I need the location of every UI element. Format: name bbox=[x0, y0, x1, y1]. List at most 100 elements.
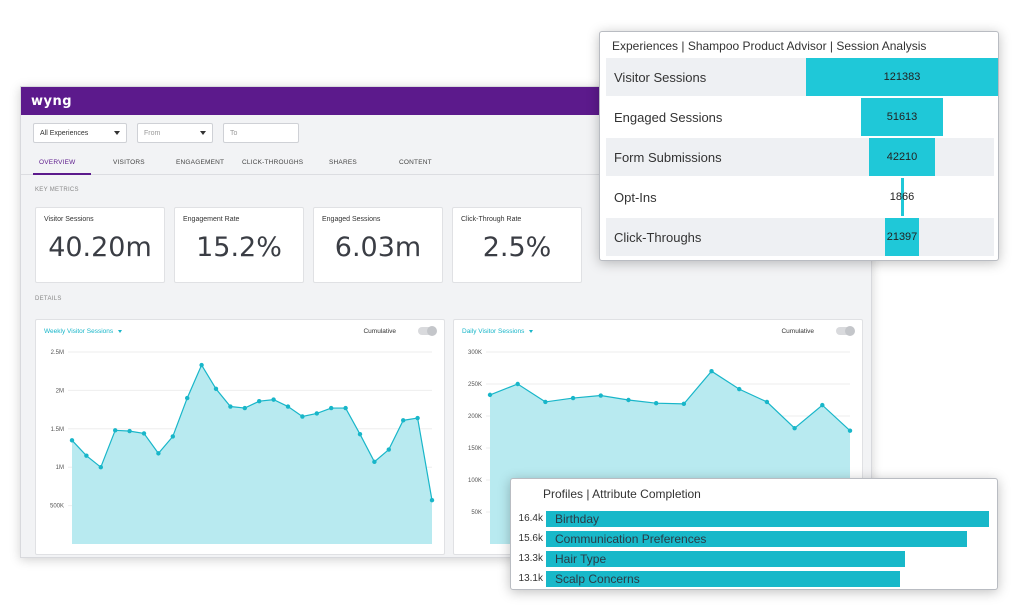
funnel-bar bbox=[885, 218, 919, 256]
row-value: 16.4k bbox=[518, 513, 543, 524]
data-point bbox=[343, 405, 348, 411]
chevron-down-icon bbox=[529, 329, 534, 333]
chart-title-text: Weekly Visitor Sessions bbox=[44, 328, 114, 335]
cumulative-label: Cumulative bbox=[363, 328, 396, 335]
row-value: 51613 bbox=[886, 111, 918, 123]
row-value: 15.6k bbox=[518, 533, 543, 544]
metric-title: Visitor Sessions bbox=[44, 216, 94, 223]
row-label: Click-Throughs bbox=[614, 230, 702, 245]
profile-attribute-row: 15.6k Communication Preferences bbox=[511, 531, 997, 547]
series-line bbox=[489, 370, 851, 432]
data-point bbox=[156, 451, 161, 456]
tab-shares[interactable]: SHARES bbox=[329, 159, 357, 166]
row-label: Hair Type bbox=[555, 552, 607, 566]
row-value: 21397 bbox=[886, 231, 918, 243]
cumulative-toggle[interactable] bbox=[836, 326, 855, 336]
y-tick-label: 2M bbox=[56, 388, 64, 394]
to-date-input[interactable]: To bbox=[223, 123, 299, 143]
row-label: Birthday bbox=[555, 512, 600, 526]
data-point bbox=[199, 362, 204, 368]
toggle-knob bbox=[427, 326, 437, 336]
metric-card: Engagement Rate 15.2% bbox=[174, 207, 304, 283]
session-analysis-title: Experiences | Shampoo Product Advisor | … bbox=[612, 39, 927, 53]
data-point bbox=[487, 392, 493, 398]
session-analysis-row: Opt-Ins 1866 bbox=[606, 178, 994, 216]
data-point bbox=[709, 369, 714, 374]
cumulative-label: Cumulative bbox=[781, 328, 814, 335]
chart-title-dropdown[interactable]: Weekly Visitor Sessions bbox=[44, 328, 123, 335]
tab-visitors[interactable]: VISITORS bbox=[113, 159, 145, 166]
data-point bbox=[737, 386, 742, 392]
data-point bbox=[300, 414, 305, 419]
completion-bar bbox=[546, 551, 906, 567]
data-point bbox=[185, 395, 190, 401]
toggle-knob bbox=[845, 326, 855, 336]
area-fill bbox=[72, 365, 432, 544]
data-point bbox=[386, 447, 391, 452]
data-point bbox=[653, 401, 659, 406]
completion-bar bbox=[546, 531, 968, 547]
y-tick-label: 2.5M bbox=[51, 350, 64, 356]
tab-overview[interactable]: OVERVIEW bbox=[39, 159, 76, 166]
metric-card: Click-Through Rate 2.5% bbox=[452, 207, 582, 283]
metric-card: Engaged Sessions 6.03m bbox=[313, 207, 443, 283]
funnel-bar bbox=[868, 138, 936, 176]
data-point bbox=[127, 428, 132, 434]
tab-click-throughs[interactable]: CLICK-THROUGHS bbox=[242, 159, 304, 166]
data-point bbox=[792, 425, 797, 431]
data-point bbox=[271, 397, 276, 402]
row-value: 13.1k bbox=[518, 573, 543, 584]
metric-value: 15.2% bbox=[196, 232, 282, 263]
session-analysis-row: Visitor Sessions 121383 bbox=[606, 58, 998, 96]
y-tick-label: 100K bbox=[468, 478, 482, 484]
data-point bbox=[598, 393, 603, 398]
data-point bbox=[69, 438, 75, 443]
row-label: Communication Preferences bbox=[555, 532, 707, 546]
data-point bbox=[213, 386, 219, 392]
data-point bbox=[357, 431, 363, 437]
to-placeholder: To bbox=[230, 129, 238, 137]
chart-title-dropdown[interactable]: Daily Visitor Sessions bbox=[462, 328, 534, 335]
metric-value: 40.20m bbox=[48, 232, 152, 263]
data-point bbox=[401, 418, 406, 423]
y-tick-label: 250K bbox=[468, 382, 482, 388]
data-point bbox=[257, 398, 262, 404]
data-point bbox=[515, 381, 520, 387]
data-point bbox=[84, 453, 89, 458]
experience-select[interactable]: All Experiences bbox=[33, 123, 127, 143]
session-analysis-row: Engaged Sessions 51613 bbox=[606, 98, 994, 136]
data-point bbox=[113, 428, 118, 433]
cumulative-toggle[interactable] bbox=[418, 326, 437, 336]
filter-bar: All Experiences From To bbox=[33, 123, 299, 143]
experience-select-value: All Experiences bbox=[40, 129, 89, 137]
y-tick-label: 1.5M bbox=[51, 427, 64, 433]
metric-value: 6.03m bbox=[334, 232, 422, 263]
chevron-down-icon bbox=[114, 131, 120, 135]
metric-title: Engagement Rate bbox=[183, 216, 240, 223]
funnel-bar bbox=[861, 98, 943, 136]
data-point bbox=[329, 405, 334, 411]
tab-bar: OVERVIEW VISITORS ENGAGEMENT CLICK-THROU… bbox=[21, 153, 871, 175]
data-point bbox=[242, 405, 247, 411]
funnel-bar bbox=[900, 178, 904, 216]
data-point bbox=[228, 404, 233, 409]
tab-content[interactable]: CONTENT bbox=[399, 159, 432, 166]
from-date-select[interactable]: From bbox=[137, 123, 213, 143]
row-label: Engaged Sessions bbox=[614, 110, 723, 125]
session-analysis-panel: Experiences | Shampoo Product Advisor | … bbox=[599, 31, 999, 261]
chart-title-text: Daily Visitor Sessions bbox=[462, 328, 525, 335]
row-value: 1866 bbox=[889, 191, 915, 203]
profiles-title: Profiles | Attribute Completion bbox=[543, 487, 701, 501]
weekly-sessions-chart-card: Weekly Visitor Sessions Cumulative 2.5M 2… bbox=[35, 319, 445, 555]
metric-title: Click-Through Rate bbox=[461, 216, 522, 223]
y-tick-label: 1M bbox=[56, 465, 64, 471]
metric-value: 2.5% bbox=[482, 232, 552, 263]
tab-engagement[interactable]: ENGAGEMENT bbox=[176, 159, 225, 166]
from-placeholder: From bbox=[144, 129, 161, 137]
row-value: 121383 bbox=[883, 71, 921, 83]
row-label: Opt-Ins bbox=[614, 190, 657, 205]
wyng-logo[interactable]: wyng bbox=[31, 93, 73, 109]
profiles-panel: Profiles | Attribute Completion 16.4k Bir… bbox=[510, 478, 998, 590]
profile-attribute-row: 13.3k Hair Type bbox=[511, 551, 997, 567]
data-point bbox=[626, 397, 631, 403]
